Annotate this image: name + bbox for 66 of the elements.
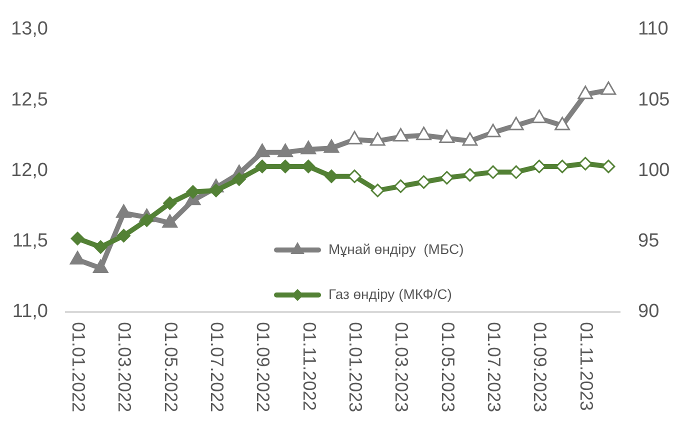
x-tick-label: 01.11.2023: [576, 322, 596, 411]
point: [255, 160, 269, 174]
point: [508, 116, 524, 130]
point: [70, 232, 84, 246]
point: [278, 144, 293, 158]
point: [554, 116, 570, 130]
point: [92, 259, 108, 273]
x-tick-label: 01.01.2023: [346, 322, 366, 412]
point: [393, 128, 408, 142]
y2-tick-label: 105: [638, 89, 670, 110]
y2-tick-label: 90: [638, 301, 660, 322]
x-tick-label: 01.07.2023: [484, 322, 504, 412]
point: [302, 160, 316, 174]
point: [440, 171, 454, 185]
y-tick-label: 13,0: [11, 18, 48, 40]
point: [485, 124, 501, 138]
point: [578, 156, 592, 170]
x-tick-label: 01.03.2022: [114, 322, 135, 412]
y2-tick-label: 100: [638, 160, 670, 181]
point: [94, 240, 108, 254]
x-tick-label: 01.05.2022: [160, 322, 181, 412]
x-tick-label: 01.11.2022: [299, 322, 320, 411]
point: [254, 144, 270, 158]
point: [417, 175, 431, 189]
point: [532, 110, 547, 124]
point: [140, 213, 154, 227]
point: [509, 165, 523, 179]
y2-tick-label: 95: [638, 230, 660, 252]
point: [556, 160, 570, 174]
point: [370, 184, 384, 198]
point: [324, 170, 338, 184]
point: [116, 204, 132, 218]
point: [439, 129, 455, 143]
point: [416, 126, 432, 140]
legend-label: Газ өндіру (МКФ/С): [328, 286, 452, 302]
x-tick-label: 01.09.2022: [253, 322, 274, 412]
y-tick-label: 11,5: [12, 230, 48, 252]
point: [463, 168, 477, 182]
point: [324, 139, 340, 153]
x-tick-label: 01.01.2022: [68, 322, 89, 412]
point: [209, 184, 223, 198]
point: [300, 140, 316, 154]
y-tick-label: 12,5: [11, 89, 48, 110]
point: [532, 160, 546, 174]
point: [370, 132, 386, 146]
point: [186, 185, 200, 199]
y-tick-label: 11,0: [12, 301, 48, 322]
x-tick-label: 01.03.2023: [392, 322, 412, 412]
point: [462, 132, 478, 146]
y2-tick-label: 110: [638, 18, 668, 40]
point: [600, 81, 616, 95]
point: [394, 179, 408, 193]
point: [602, 160, 616, 174]
point: [232, 172, 246, 186]
point: [162, 214, 178, 228]
point: [348, 170, 362, 184]
x-tick-label: 01.09.2023: [530, 322, 550, 412]
point: [163, 196, 177, 210]
point: [346, 130, 362, 144]
point: [486, 165, 500, 179]
legend-label: Мұнай өндіру (МБС): [328, 240, 464, 257]
point: [116, 228, 130, 242]
x-tick-label: 01.07.2022: [207, 322, 228, 412]
y-tick-label: 12,0: [11, 160, 48, 181]
x-tick-label: 01.05.2023: [438, 322, 458, 412]
point: [578, 86, 594, 100]
